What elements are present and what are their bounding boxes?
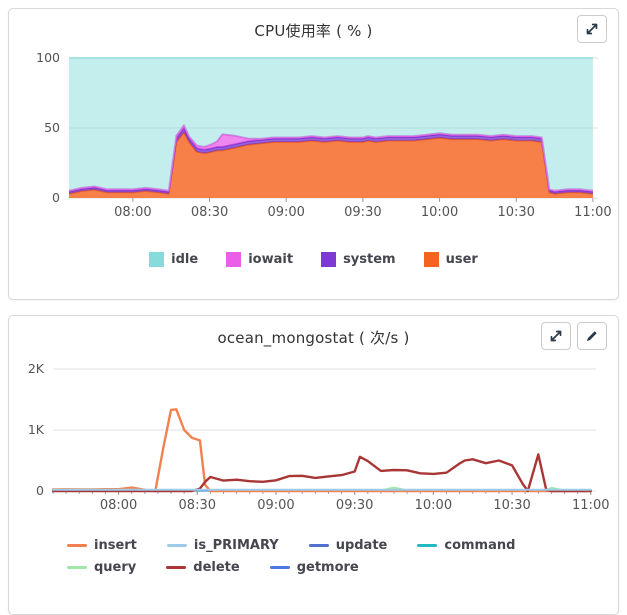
color-swatch [308,544,329,547]
panel-title: ocean_mongostat ( 次/s ) [217,329,410,347]
expand-icon [586,23,598,35]
area-user [69,132,593,198]
legend-label: command [444,538,516,553]
legend-label: iowait [248,252,294,267]
legend-item-query[interactable]: query [67,560,136,575]
legend-label: getmore [296,560,359,575]
line-delete [51,453,592,493]
expand-button[interactable] [541,322,571,350]
x-axis-label: 11:00 [574,205,611,220]
x-axis-label: 08:30 [179,498,216,513]
legend-label: query [94,560,137,575]
panel-toolbar [577,15,607,43]
cpu-usage-panel: CPU使用率 ( % ) 0 50 100 08:00 08:30 09:00 09:30 1… [8,8,619,300]
color-swatch [166,544,187,547]
legend-item-iowait[interactable]: iowait [226,252,293,267]
x-axis-label: 10:30 [493,498,530,513]
x-axis-label: 09:30 [344,205,381,220]
color-swatch [226,252,242,267]
x-axis-label: 09:30 [336,498,373,513]
edit-button[interactable] [577,322,607,350]
cpu-usage-chart: 0 50 100 08:00 08:30 09:00 09:30 10:00 10:30 11:0… [36,50,611,220]
legend-item-insert[interactable]: insert [67,538,137,553]
legend-item-user[interactable]: user [423,252,478,267]
mongostat-chart: 0 1K 2K 08:00 08:30 09:00 09:30 10:00 10:30 11:00 [28,361,610,513]
mongostat-panel: ocean_mongostat ( 次/s ) 0 1K 2K 08:00 08:30 0… [8,315,619,615]
color-swatch [67,544,87,547]
y-axis-label: 1K [28,422,45,437]
y-axis-label: 50 [44,120,60,135]
x-axis-label: 11:00 [572,498,609,513]
color-swatch [67,566,87,569]
legend-label: system [343,252,396,267]
y-axis-label: 100 [36,50,60,65]
expand-button[interactable] [577,15,607,43]
x-axis-label: 08:30 [191,205,228,220]
legend-item-system[interactable]: system [321,252,396,267]
color-swatch [166,566,187,569]
x-axis-label: 10:00 [421,205,458,220]
legend-label: user [445,252,478,267]
y-axis-label: 0 [36,483,44,498]
x-axis-label: 10:30 [497,205,534,220]
legend-label: update [335,538,388,553]
legend-item-getmore[interactable]: getmore [269,560,359,575]
panel-title: CPU使用率 ( % ) [254,22,373,40]
legend-item-update[interactable]: update [308,538,388,553]
area-idle [69,58,593,191]
pencil-icon [587,331,597,341]
y-axis-label: 2K [28,361,45,376]
color-swatch [149,252,165,267]
x-axis-label: 10:00 [415,498,452,513]
panel-toolbar [541,322,607,350]
line-insert [51,408,592,493]
color-swatch [423,252,439,267]
color-swatch [417,544,438,547]
x-axis-label: 09:00 [257,498,294,513]
expand-icon [550,330,562,342]
legend-item-command[interactable]: command [417,538,515,553]
legend-label: idle [171,252,199,267]
y-axis-label: 0 [52,190,60,205]
color-swatch [321,252,337,267]
legend-label: delete [193,560,240,575]
legend-item-delete[interactable]: delete [166,560,240,575]
x-axis-label: 08:00 [100,498,137,513]
x-axis-label: 08:00 [114,205,151,220]
color-swatch [269,566,290,569]
legend-label: is_PRIMARY [193,538,279,553]
legend-item-is_PRIMARY[interactable]: is_PRIMARY [166,538,279,553]
x-axis-label: 09:00 [267,205,304,220]
area-system [69,128,593,194]
cpu-legend: idle iowait system user [9,252,618,267]
legend-item-idle[interactable]: idle [149,252,198,267]
mongostat-legend: insert is_PRIMARY update command query delete… [67,538,593,575]
legend-label: insert [94,538,137,553]
